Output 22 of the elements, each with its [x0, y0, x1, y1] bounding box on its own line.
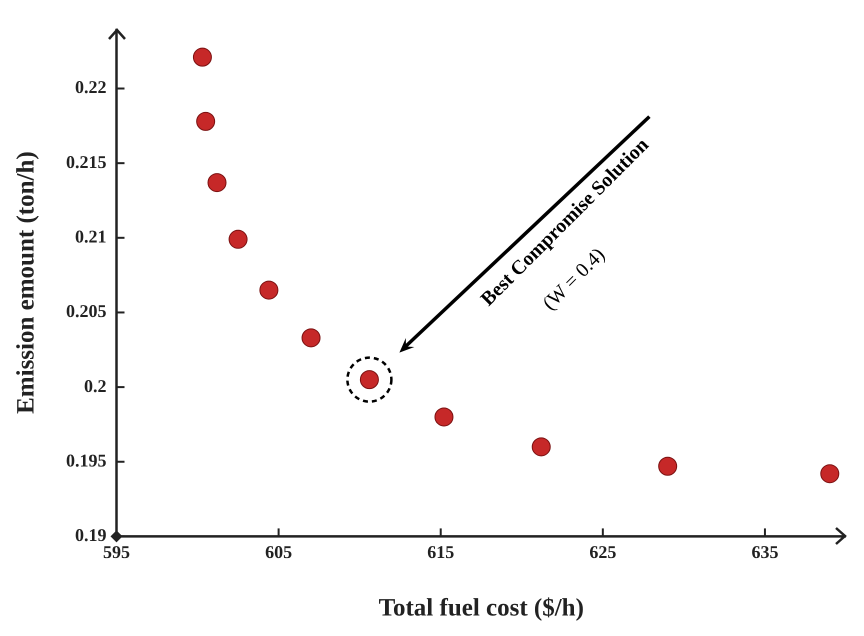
- x-tick-label: 635: [751, 542, 778, 562]
- point: [532, 437, 551, 456]
- point: [658, 456, 678, 476]
- x-tick-label: 605: [265, 542, 292, 562]
- y-tick-label: 0.21: [75, 226, 106, 246]
- y-tick-label: 0.22: [75, 77, 106, 98]
- y-tick-label: 0.215: [66, 152, 106, 172]
- point: [192, 48, 212, 67]
- point: [228, 230, 248, 249]
- x-axis-title: Total fuel cost ($/h): [378, 594, 584, 622]
- x-tick-label: 615: [427, 542, 454, 562]
- point: [259, 280, 278, 300]
- y-tick-label: 0.205: [66, 301, 106, 322]
- y-axis-title: Emission emount (ton/h): [12, 151, 40, 414]
- point: [208, 173, 227, 192]
- point: [434, 407, 454, 426]
- y-tick-label: 0.195: [66, 450, 106, 470]
- point: [820, 464, 840, 484]
- x-tick-label: 625: [589, 542, 616, 562]
- point: [196, 112, 216, 131]
- y-tick-label: 0.2: [84, 376, 106, 396]
- point: [302, 328, 321, 348]
